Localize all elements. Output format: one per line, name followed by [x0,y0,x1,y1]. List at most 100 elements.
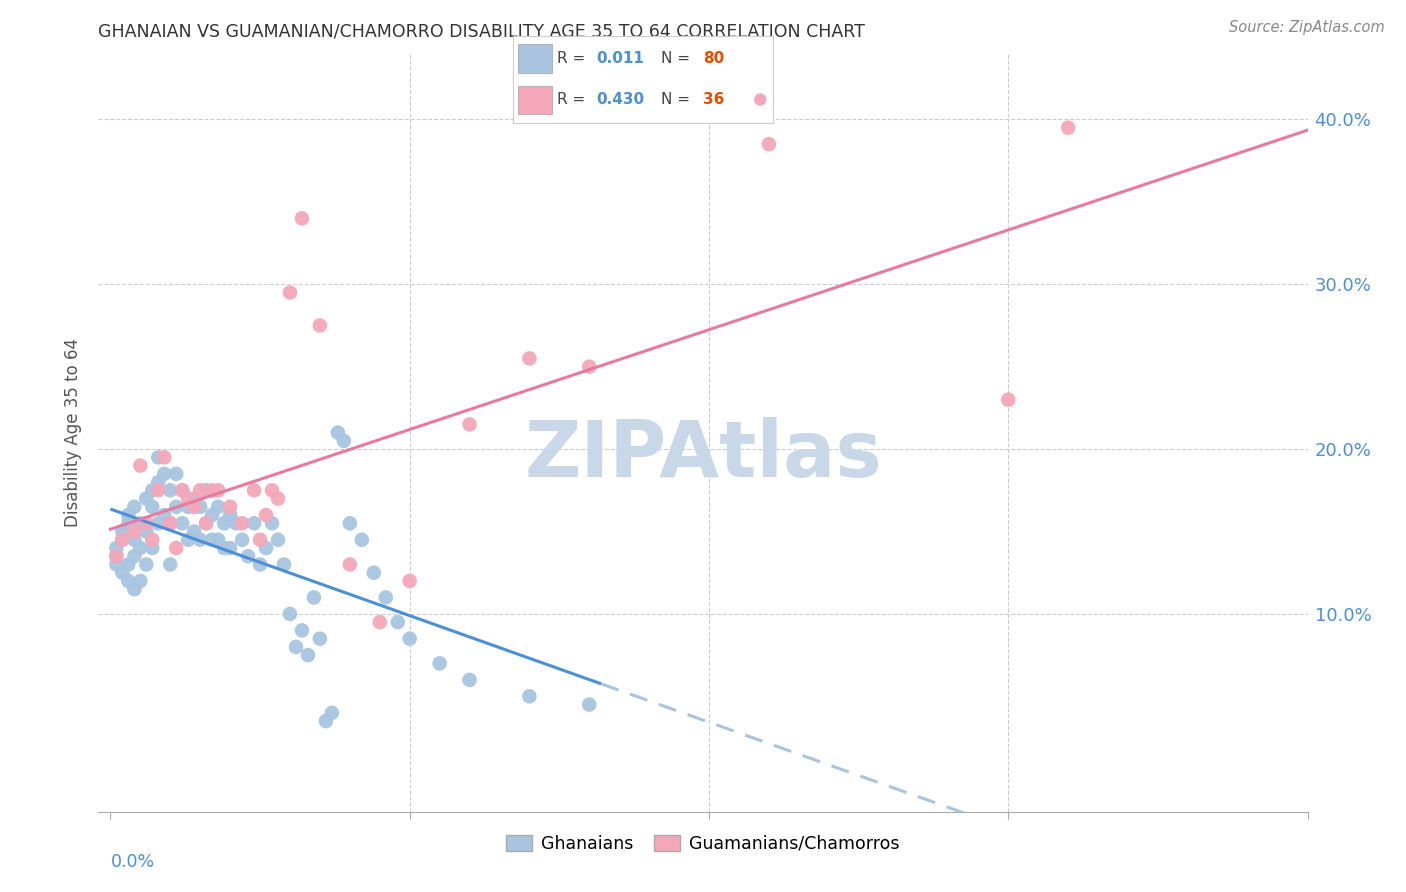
Point [758,137,780,152]
Point [387,615,409,630]
Point [195,516,218,531]
Point [249,533,271,547]
Point [267,533,290,547]
Point [254,541,277,555]
Text: R =: R = [557,92,591,107]
Point [207,500,229,514]
Point [148,516,170,531]
Point [302,591,325,605]
Point [326,425,349,440]
Point [273,558,295,572]
Point [225,516,247,531]
Point [519,690,541,704]
Point [219,500,242,514]
Point [135,524,157,539]
Point [231,516,253,531]
Point [159,558,181,572]
Point [111,566,134,580]
Point [105,541,128,555]
Point [398,574,420,588]
Point [243,483,266,498]
Point [124,582,146,597]
Point [129,516,152,531]
Point [398,632,420,646]
Point [111,533,134,547]
Point [212,541,235,555]
Text: N =: N = [661,52,696,66]
Point [219,508,242,522]
Point [117,574,139,588]
Point [231,533,253,547]
Point [201,533,224,547]
Point [153,508,176,522]
Point [278,607,301,621]
Point [183,500,205,514]
Point [177,500,200,514]
Point [183,524,205,539]
Point [129,458,152,473]
Point [117,558,139,572]
Point [339,516,361,531]
Point [309,632,332,646]
Point [141,541,163,555]
Point [135,558,157,572]
Point [201,508,224,522]
Point [159,516,181,531]
Point [177,533,200,547]
Point [165,467,187,481]
Point [374,591,396,605]
Point [291,624,314,638]
Point [578,359,600,374]
Point [135,516,157,531]
Point [124,533,146,547]
Text: N =: N = [661,92,696,107]
Text: 0.430: 0.430 [596,92,644,107]
Text: ZIPAtlas: ZIPAtlas [524,417,882,493]
Text: Source: ZipAtlas.com: Source: ZipAtlas.com [1229,20,1385,35]
Point [350,533,373,547]
Point [141,500,163,514]
Point [207,483,229,498]
Legend: Ghanaians, Guamanians/Chamorros: Ghanaians, Guamanians/Chamorros [499,828,907,860]
Point [249,558,271,572]
Point [135,491,157,506]
Point [997,392,1019,407]
Point [105,549,128,564]
Point [339,558,361,572]
Point [578,698,600,712]
Point [207,533,229,547]
Point [519,351,541,366]
Point [165,541,187,555]
Point [458,673,481,687]
Point [105,558,128,572]
Point [111,524,134,539]
Point [105,549,128,564]
Point [188,500,211,514]
Point [124,549,146,564]
Point [153,450,176,465]
Point [363,566,385,580]
Point [159,483,181,498]
Text: 36: 36 [703,92,724,107]
Point [212,516,235,531]
Point [291,211,314,226]
Y-axis label: Disability Age 35 to 64: Disability Age 35 to 64 [65,338,83,527]
Point [141,483,163,498]
Point [219,541,242,555]
Point [254,508,277,522]
Bar [519,86,553,114]
Text: 80: 80 [703,52,724,66]
Point [260,483,283,498]
Point [172,516,194,531]
Point [124,500,146,514]
Point [195,516,218,531]
Point [188,483,211,498]
Point [153,467,176,481]
Point [129,574,152,588]
Text: 0.011: 0.011 [596,52,644,66]
Point [165,500,187,514]
Point [321,706,343,720]
Point [201,483,224,498]
Point [267,491,290,506]
Point [188,533,211,547]
